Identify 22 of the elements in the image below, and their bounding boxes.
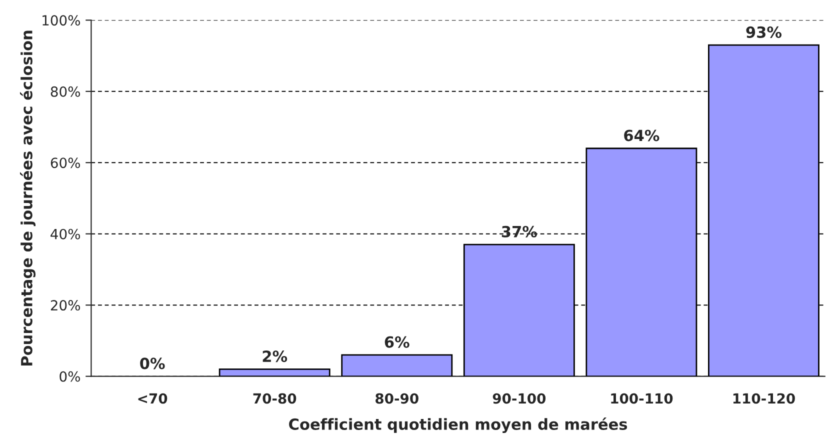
- y-tick-label: 60%: [50, 158, 80, 168]
- y-tick-label: 0%: [60, 371, 80, 382]
- x-axis-title: Coefficient quotidien moyen de marées: [289, 418, 628, 434]
- data-label: 64%: [624, 130, 660, 142]
- data-label: 0%: [140, 358, 165, 370]
- x-tick-label: 80-90: [376, 393, 418, 404]
- y-tick-label: 100%: [42, 15, 80, 26]
- bar: [341, 354, 453, 376]
- data-label: 6%: [384, 336, 410, 348]
- x-tick-label: <70: [138, 393, 168, 404]
- data-label: 37%: [502, 226, 537, 238]
- y-tick-label: 20%: [50, 300, 80, 311]
- y-axis-title: Pourcentage de journées avec éclosion: [20, 30, 36, 366]
- x-tick-label: 110-120: [733, 393, 795, 404]
- y-tick-label: 40%: [50, 228, 80, 240]
- x-tick-label: 100-110: [611, 393, 673, 404]
- bar: [218, 368, 330, 376]
- data-label: 2%: [262, 350, 288, 362]
- y-tick-label: 80%: [50, 86, 80, 97]
- x-tick-label: 90-100: [492, 393, 546, 404]
- x-tick-label: 70-80: [253, 393, 296, 404]
- data-label: 93%: [746, 26, 782, 38]
